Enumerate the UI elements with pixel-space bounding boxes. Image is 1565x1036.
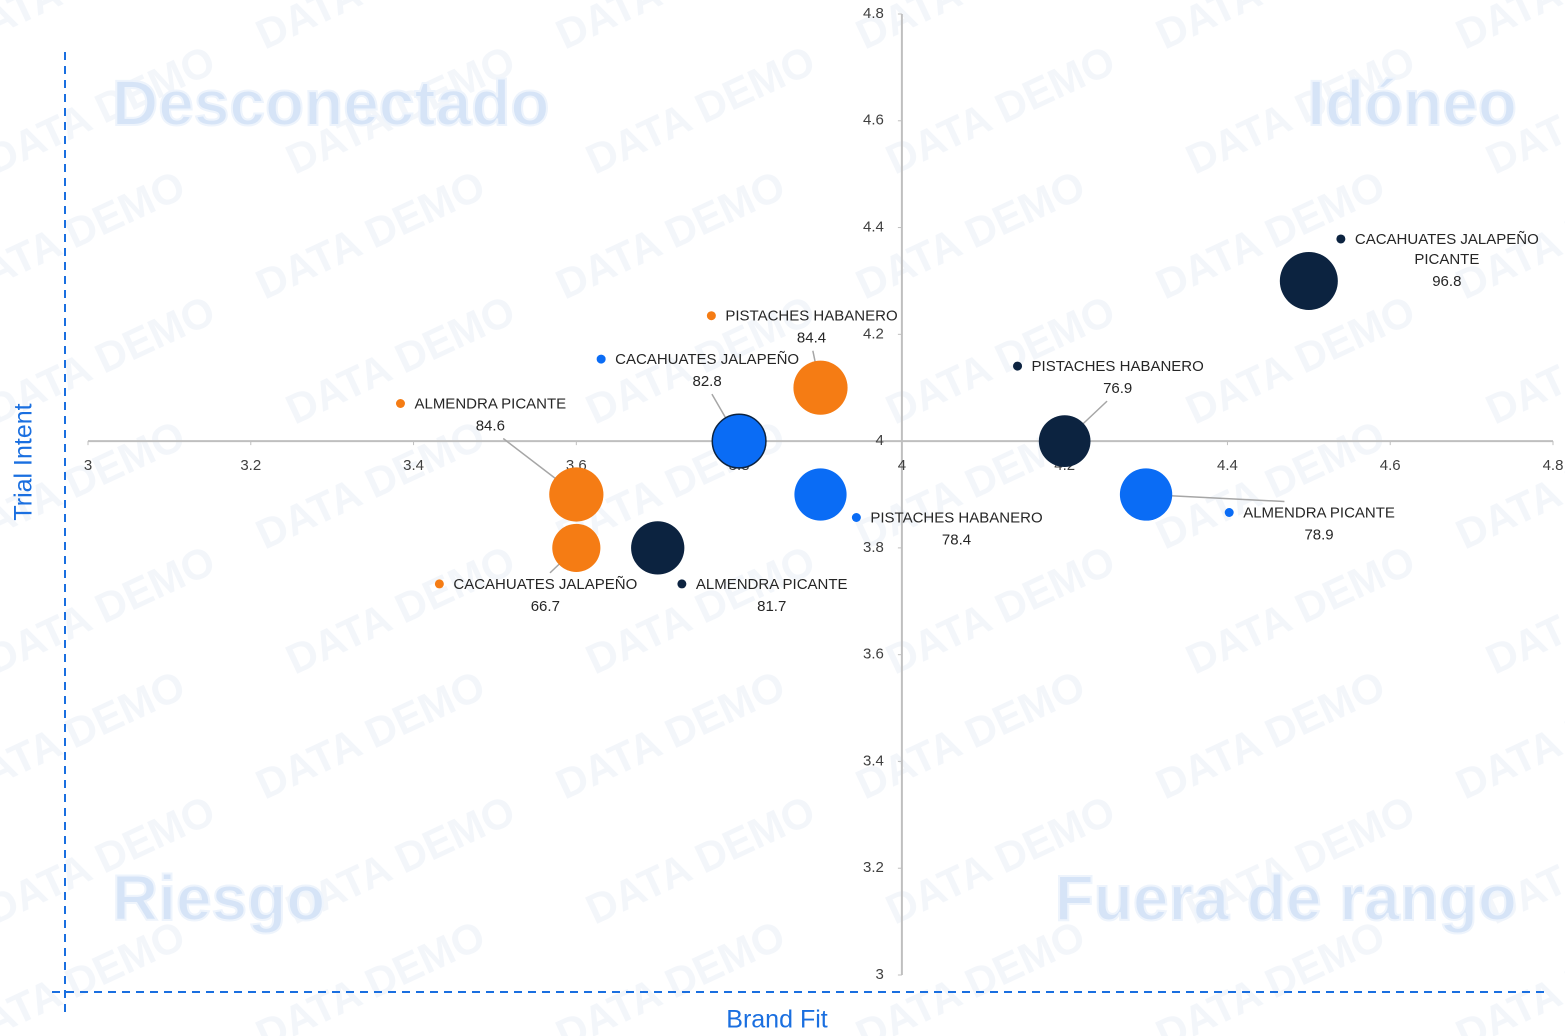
bubble (549, 467, 604, 522)
watermark: DATA DEMO (879, 536, 1122, 683)
watermark: DATA DEMO (849, 161, 1092, 308)
x-tick-label: 3.2 (240, 457, 261, 474)
x-tick-label: 4 (898, 457, 906, 474)
data-label: CACAHUATES JALAPEÑO (453, 576, 637, 593)
watermark: DATA DEMO (1449, 411, 1565, 558)
y-tick-label: 4 (876, 432, 884, 449)
watermark: DATA DEMO (0, 661, 192, 808)
bubble (793, 360, 848, 415)
quadrant-label: Desconectado (112, 67, 549, 139)
quadrant-label: Fuera de rango (1055, 862, 1517, 934)
watermark: DATA DEMO (579, 786, 822, 933)
watermark: DATA DEMO (249, 661, 492, 808)
watermark: DATA DEMO (849, 661, 1092, 808)
label-key (434, 579, 444, 589)
y-tick-label: 3 (876, 966, 884, 983)
y-tick-label: 3.8 (863, 539, 884, 556)
data-label: PICANTE (1414, 251, 1479, 268)
data-value-label: 76.9 (1103, 380, 1132, 397)
bubble (1119, 468, 1173, 521)
label-key (1224, 508, 1234, 517)
y-tick-label: 4.2 (863, 325, 884, 342)
label-key (706, 311, 716, 321)
watermark: DATA DEMO (849, 0, 1092, 58)
watermark: DATA DEMO (549, 0, 792, 58)
data-label: ALMENDRA PICANTE (696, 576, 848, 593)
watermark: DATA DEMO (1149, 411, 1392, 558)
watermark: DATA DEMO (579, 36, 822, 183)
watermark: DATA DEMO (249, 411, 492, 558)
data-value-label: 66.7 (531, 598, 560, 615)
watermark: DATA DEMO (1449, 661, 1565, 808)
label-key (1013, 361, 1023, 371)
y-tick-label: 4.8 (863, 5, 884, 22)
bubble (711, 413, 767, 469)
data-value-label: 84.6 (476, 417, 505, 434)
watermark: DATA DEMO (1149, 661, 1392, 808)
y-axis-title: Trial Intent (10, 403, 38, 520)
data-value-label: 96.8 (1432, 273, 1461, 290)
label-key (677, 579, 687, 589)
watermark: DATA DEMO (1449, 0, 1565, 58)
data-label: CACAHUATES JALAPEÑO (1355, 231, 1539, 248)
data-label: CACAHUATES JALAPEÑO (615, 351, 799, 368)
watermark: DATA DEMO (549, 661, 792, 808)
data-label: ALMENDRA PICANTE (1243, 504, 1395, 521)
bubble (552, 523, 601, 572)
y-tick-label: 3.2 (863, 859, 884, 876)
label-key (395, 399, 405, 408)
watermark: DATA DEMO (0, 536, 222, 683)
watermark: DATA DEMO (249, 161, 492, 308)
bubble (794, 468, 847, 521)
quadrant-label: Riesgo (112, 862, 325, 934)
quadrant-label: Idóneo (1307, 67, 1517, 139)
data-label: PISTACHES HABANERO (725, 308, 897, 325)
watermark: DATA DEMO (1479, 536, 1565, 683)
y-tick-label: 3.6 (863, 646, 884, 663)
watermark: DATA DEMO (0, 0, 192, 58)
x-tick-label: 4.6 (1380, 457, 1401, 474)
watermark: DATA DEMO (1479, 286, 1565, 433)
data-label: ALMENDRA PICANTE (414, 395, 566, 412)
watermark: DATA DEMO (549, 161, 792, 308)
x-tick-label: 4.8 (1543, 457, 1564, 474)
label-key (1336, 234, 1346, 244)
watermark: DATA DEMO (279, 536, 522, 683)
watermark: DATA DEMO (1149, 0, 1392, 58)
watermark: DATA DEMO (249, 0, 492, 58)
x-tick-label: 3 (84, 457, 92, 474)
watermark: DATA DEMO (1179, 536, 1422, 683)
y-tick-label: 4.4 (863, 219, 884, 236)
bubble (631, 521, 685, 575)
data-label: PISTACHES HABANERO (1032, 358, 1204, 375)
label-key (851, 513, 861, 522)
data-value-label: 82.8 (693, 373, 722, 390)
x-tick-label: 4.4 (1217, 457, 1238, 474)
x-axis-title: Brand Fit (726, 1006, 827, 1034)
data-value-label: 78.9 (1304, 526, 1333, 543)
data-label: PISTACHES HABANERO (870, 509, 1042, 526)
watermark: DATA DEMO (0, 161, 192, 308)
x-tick-label: 3.4 (403, 457, 424, 474)
y-tick-label: 4.6 (863, 112, 884, 129)
y-tick-label: 3.4 (863, 752, 884, 769)
data-value-label: 78.4 (942, 531, 971, 548)
bubble (1279, 251, 1338, 310)
data-value-label: 84.4 (797, 330, 826, 347)
bubble (1038, 415, 1091, 467)
data-value-label: 81.7 (757, 598, 786, 615)
watermark: DATA DEMO (879, 36, 1122, 183)
label-key (596, 354, 606, 364)
